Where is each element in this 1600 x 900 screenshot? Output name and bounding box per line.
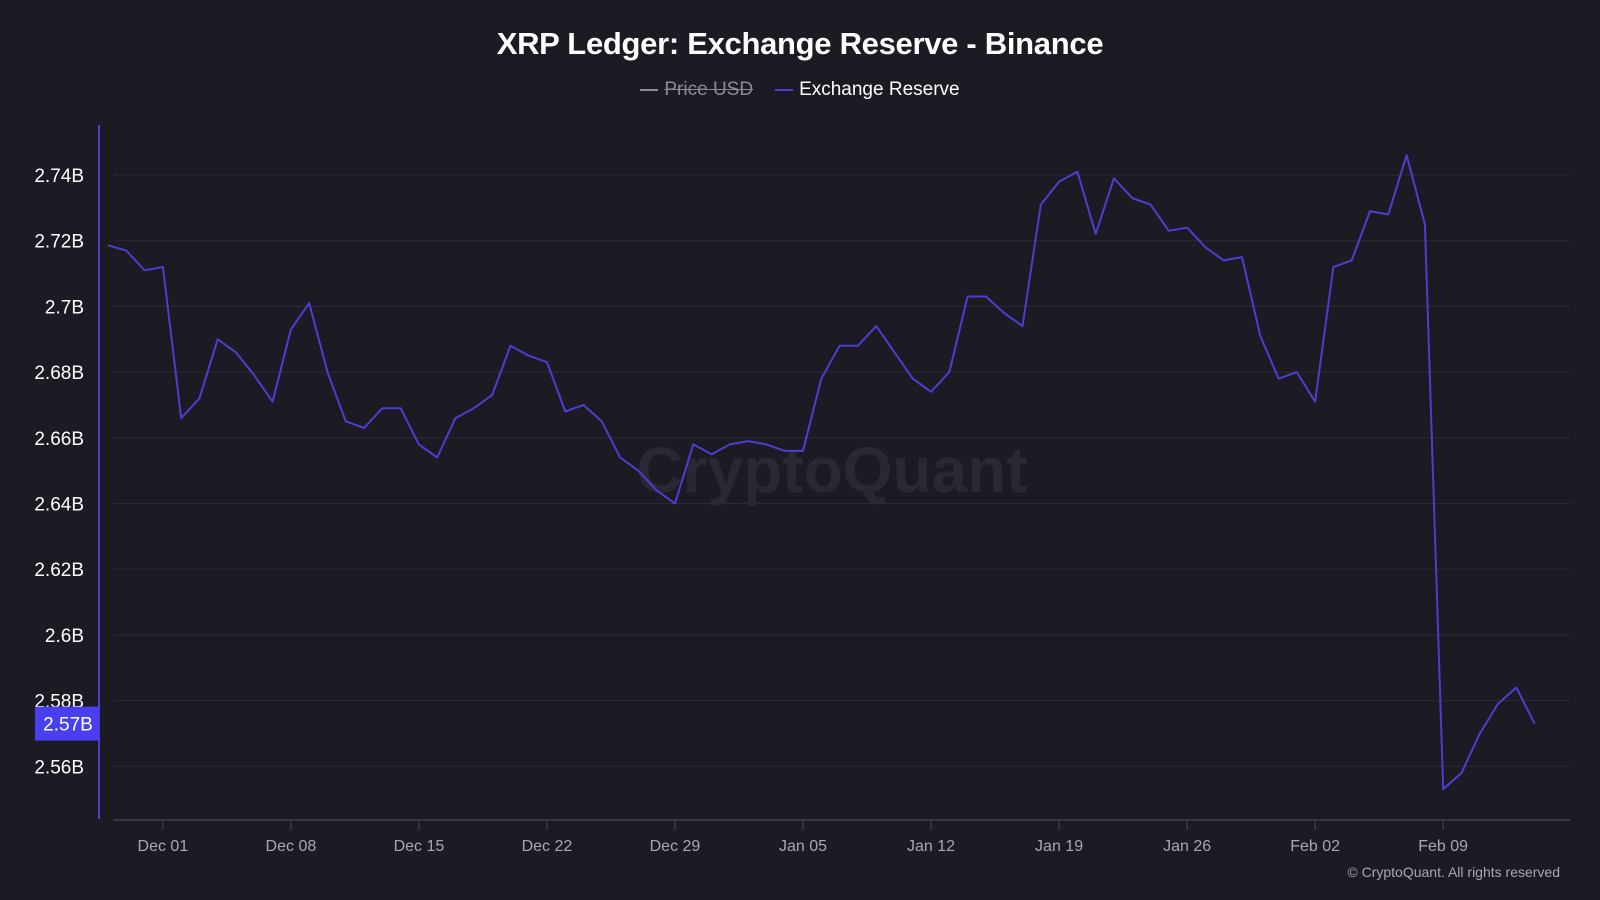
copyright-text: © CryptoQuant. All rights reserved bbox=[1347, 864, 1560, 880]
x-tick-label: Jan 12 bbox=[907, 838, 955, 855]
chart-title: XRP Ledger: Exchange Reserve - Binance bbox=[496, 26, 1104, 61]
y-tick-label: 2.72B bbox=[34, 232, 84, 253]
x-tick-label: Feb 02 bbox=[1290, 838, 1340, 855]
y-tick-label: 2.7B bbox=[45, 297, 84, 318]
legend-swatch-exchange-reserve-icon bbox=[775, 89, 794, 91]
x-tick-label: Jan 05 bbox=[779, 838, 827, 855]
y-axis-ticks: 2.56B2.58B2.6B2.62B2.64B2.66B2.68B2.7B2.… bbox=[34, 166, 84, 778]
x-tick-label: Dec 08 bbox=[266, 838, 317, 855]
y-tick-label: 2.68B bbox=[34, 363, 84, 384]
y-tick-label: 2.56B bbox=[34, 757, 84, 778]
y-tick-label: 2.64B bbox=[34, 495, 84, 516]
x-tick-label: Dec 15 bbox=[394, 838, 445, 855]
y-tick-label: 2.62B bbox=[34, 560, 84, 581]
chart-legend: Price USD Exchange Reserve bbox=[0, 79, 1600, 101]
legend-item-price-usd[interactable]: Price USD bbox=[640, 79, 753, 101]
x-tick-label: Jan 26 bbox=[1163, 838, 1211, 855]
gridlines bbox=[113, 174, 1570, 767]
exchange-reserve-line[interactable] bbox=[107, 154, 1536, 791]
watermark: CryptoQuant bbox=[636, 434, 1027, 506]
x-tick-label: Feb 09 bbox=[1418, 838, 1468, 855]
current-value-badge: 2.57B bbox=[35, 706, 99, 741]
y-tick-label: 2.66B bbox=[34, 429, 84, 450]
x-tick-label: Jan 19 bbox=[1035, 838, 1083, 855]
legend-label-exchange-reserve: Exchange Reserve bbox=[799, 79, 960, 100]
y-tick-label: 2.74B bbox=[34, 166, 84, 187]
legend-label-price-usd: Price USD bbox=[664, 79, 754, 100]
x-tick-label: Dec 01 bbox=[138, 838, 189, 855]
x-axis-ticks: Dec 01 Dec 08 Dec 15 Dec 22 Dec 29 Jan 05 Jan … bbox=[138, 820, 1468, 855]
x-tick-label: Dec 29 bbox=[650, 838, 701, 855]
current-value-label: 2.57B bbox=[43, 715, 93, 736]
legend-swatch-price-usd-icon bbox=[640, 89, 659, 91]
y-tick-label: 2.6B bbox=[45, 626, 84, 647]
legend-item-exchange-reserve[interactable]: Exchange Reserve bbox=[775, 79, 960, 101]
x-tick-label: Dec 22 bbox=[522, 838, 573, 855]
